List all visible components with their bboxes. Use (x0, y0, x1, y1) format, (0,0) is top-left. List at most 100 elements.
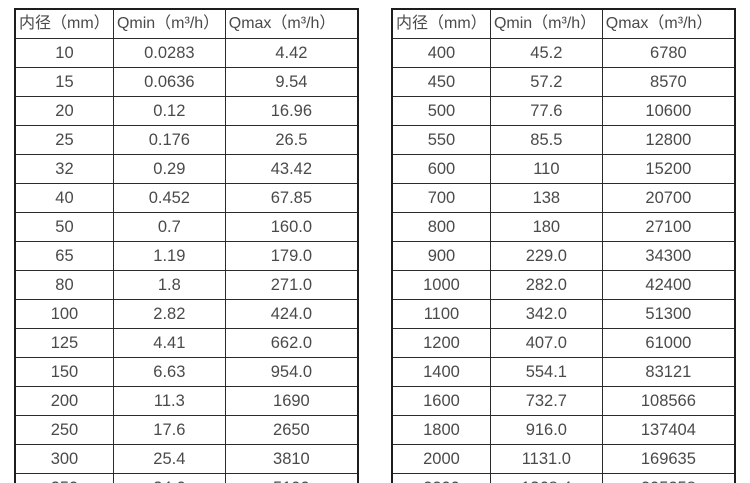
cell-inner-diameter: 1400 (391, 357, 491, 387)
cell-qmin: 85.5 (489, 125, 603, 155)
table-row: 40 0.452 67.85 (14, 183, 359, 213)
cell-inner-diameter: 350 (14, 473, 114, 483)
cell-qmax: 51300 (601, 299, 736, 329)
table-row: 600 110 15200 (391, 154, 736, 184)
table-row: 65 1.19 179.0 (14, 241, 359, 271)
table-row: 450 57.2 8570 (391, 67, 736, 97)
cell-inner-diameter: 1100 (391, 299, 491, 329)
cell-qmin: 34.6 (112, 473, 226, 483)
cell-inner-diameter: 1800 (391, 415, 491, 445)
cell-qmax: 160.0 (224, 212, 359, 242)
cell-inner-diameter: 300 (14, 444, 114, 474)
table-row: 125 4.41 662.0 (14, 328, 359, 358)
cell-qmin: 6.63 (112, 357, 226, 387)
cell-inner-diameter: 1200 (391, 328, 491, 358)
cell-qmax: 83121 (601, 357, 736, 387)
cell-qmax: 6780 (601, 38, 736, 68)
cell-inner-diameter: 550 (391, 125, 491, 155)
table-row: 2000 1131.0 169635 (391, 444, 736, 474)
cell-inner-diameter: 40 (14, 183, 114, 213)
flow-spec-table-right: 内径（mm） Qmin（m³/h） Qmax（m³/h） 400 45.2 6780 450… (391, 8, 736, 483)
table-row: 400 45.2 6780 (391, 38, 736, 68)
cell-inner-diameter: 1000 (391, 270, 491, 300)
cell-qmin: 916.0 (489, 415, 603, 445)
cell-qmin: 342.0 (489, 299, 603, 329)
header-qmin: Qmin（m³/h） (489, 8, 603, 39)
cell-inner-diameter: 700 (391, 183, 491, 213)
cell-inner-diameter: 32 (14, 154, 114, 184)
header-qmin: Qmin（m³/h） (112, 8, 226, 39)
cell-inner-diameter: 250 (14, 415, 114, 445)
table-row: 1800 916.0 137404 (391, 415, 736, 445)
table-row: 1000 282.0 42400 (391, 270, 736, 300)
header-row: 内径（mm） Qmin（m³/h） Qmax（m³/h） (391, 8, 736, 39)
table-row: 800 180 27100 (391, 212, 736, 242)
table-row: 1600 732.7 108566 (391, 386, 736, 416)
cell-inner-diameter: 500 (391, 96, 491, 126)
cell-qmin: 0.0283 (112, 38, 226, 68)
table-row: 50 0.7 160.0 (14, 212, 359, 242)
cell-qmin: 45.2 (489, 38, 603, 68)
cell-qmin: 282.0 (489, 270, 603, 300)
cell-qmax: 424.0 (224, 299, 359, 329)
table-row: 25 0.176 26.5 (14, 125, 359, 155)
cell-qmin: 0.452 (112, 183, 226, 213)
cell-inner-diameter: 400 (391, 38, 491, 68)
cell-qmax: 43.42 (224, 154, 359, 184)
cell-qmin: 1.8 (112, 270, 226, 300)
cell-qmax: 8570 (601, 67, 736, 97)
cell-qmin: 180 (489, 212, 603, 242)
table-row: 80 1.8 271.0 (14, 270, 359, 300)
cell-qmin: 0.7 (112, 212, 226, 242)
header-qmax: Qmax（m³/h） (601, 8, 736, 39)
cell-qmax: 2650 (224, 415, 359, 445)
table-row: 1400 554.1 83121 (391, 357, 736, 387)
cell-qmin: 732.7 (489, 386, 603, 416)
header-inner-diameter: 内径（mm） (391, 8, 491, 39)
cell-qmax: 34300 (601, 241, 736, 271)
header-row: 内径（mm） Qmin（m³/h） Qmax（m³/h） (14, 8, 359, 39)
cell-qmin: 229.0 (489, 241, 603, 271)
table-row: 200 11.3 1690 (14, 386, 359, 416)
cell-qmin: 0.0636 (112, 67, 226, 97)
cell-qmax: 61000 (601, 328, 736, 358)
cell-qmax: 4.42 (224, 38, 359, 68)
table-row: 700 138 20700 (391, 183, 736, 213)
cell-inner-diameter: 900 (391, 241, 491, 271)
cell-qmax: 108566 (601, 386, 736, 416)
table-row: 250 17.6 2650 (14, 415, 359, 445)
cell-qmin: 0.176 (112, 125, 226, 155)
cell-inner-diameter: 600 (391, 154, 491, 184)
table-row: 1100 342.0 51300 (391, 299, 736, 329)
cell-inner-diameter: 15 (14, 67, 114, 97)
cell-qmax: 954.0 (224, 357, 359, 387)
table-row: 1200 407.0 61000 (391, 328, 736, 358)
cell-inner-diameter: 100 (14, 299, 114, 329)
cell-qmax: 10600 (601, 96, 736, 126)
cell-qmin: 4.41 (112, 328, 226, 358)
cell-inner-diameter: 65 (14, 241, 114, 271)
cell-qmax: 26.5 (224, 125, 359, 155)
cell-qmin: 11.3 (112, 386, 226, 416)
cell-qmin: 1.19 (112, 241, 226, 271)
table-row: 500 77.6 10600 (391, 96, 736, 126)
cell-qmax: 42400 (601, 270, 736, 300)
table-row: 35034.65190 (14, 473, 359, 483)
table-row: 900 229.0 34300 (391, 241, 736, 271)
cell-inner-diameter: 10 (14, 38, 114, 68)
cell-qmin: 1131.0 (489, 444, 603, 474)
table-row: 300 25.4 3810 (14, 444, 359, 474)
cell-inner-diameter: 25 (14, 125, 114, 155)
cell-qmax: 67.85 (224, 183, 359, 213)
cell-qmax: 15200 (601, 154, 736, 184)
cell-qmax: 1690 (224, 386, 359, 416)
header-qmax: Qmax（m³/h） (224, 8, 359, 39)
cell-qmin: 554.1 (489, 357, 603, 387)
table-row: 100 2.82 424.0 (14, 299, 359, 329)
cell-inner-diameter: 125 (14, 328, 114, 358)
cell-qmax: 662.0 (224, 328, 359, 358)
table-row: 22001368.4205258 (391, 473, 736, 483)
cell-qmin: 77.6 (489, 96, 603, 126)
cell-inner-diameter: 80 (14, 270, 114, 300)
table-row: 20 0.12 16.96 (14, 96, 359, 126)
